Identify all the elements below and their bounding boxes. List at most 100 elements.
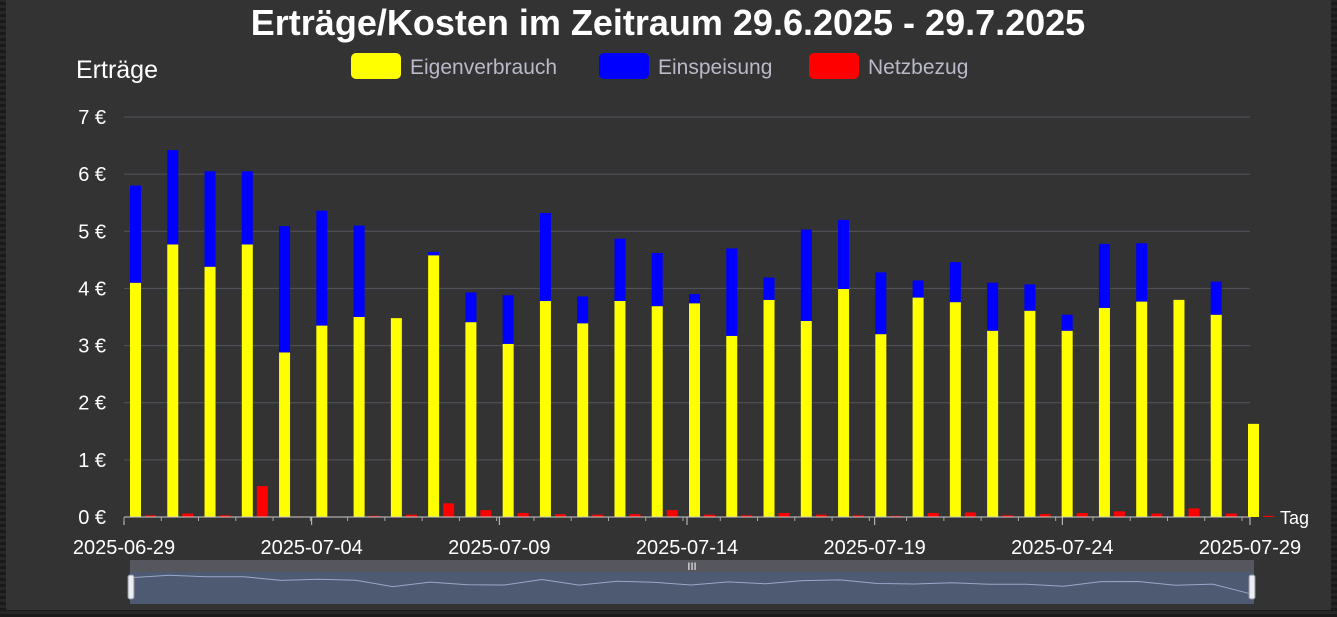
bar-eigenverbrauch bbox=[1136, 301, 1148, 517]
x-tick-label: 2025-07-09 bbox=[448, 537, 550, 559]
navigator-preview-line bbox=[131, 574, 1251, 595]
navigator-left-handle bbox=[127, 574, 135, 600]
bar-eigenverbrauch bbox=[465, 322, 477, 517]
y-tick-label: 7 € bbox=[78, 107, 106, 129]
bar-eigenverbrauch bbox=[689, 303, 700, 517]
bar-eigenverbrauch bbox=[1173, 299, 1185, 517]
bar-netzbezug bbox=[1263, 515, 1274, 517]
bar-eigenverbrauch bbox=[800, 321, 812, 517]
bar-netzbezug bbox=[666, 510, 678, 517]
bar-eigenverbrauch bbox=[1024, 310, 1036, 517]
bar-netzbezug bbox=[853, 515, 865, 517]
bar-netzbezug bbox=[480, 510, 492, 517]
legend-swatch bbox=[809, 53, 859, 79]
bar-einspeisung bbox=[875, 272, 887, 335]
bar-einspeisung bbox=[614, 238, 626, 301]
bar-netzbezug bbox=[145, 515, 156, 517]
legend-label: Netzbezug bbox=[868, 56, 968, 79]
y-tick-label: 5 € bbox=[78, 221, 106, 243]
y-axis-label: Erträge bbox=[76, 56, 158, 84]
legend-label: Einspeisung bbox=[658, 56, 772, 79]
bar-netzbezug bbox=[815, 514, 827, 517]
x-tick-label: 2025-07-24 bbox=[1011, 537, 1113, 559]
bar-einspeisung bbox=[167, 150, 179, 245]
bar-einspeisung bbox=[130, 185, 141, 283]
bar-eigenverbrauch bbox=[279, 352, 291, 517]
bar-eigenverbrauch bbox=[577, 323, 589, 517]
bar-eigenverbrauch bbox=[1210, 314, 1222, 517]
x-tick-label: 2025-07-04 bbox=[261, 537, 363, 559]
bar-einspeisung bbox=[539, 213, 551, 301]
y-tick-label: 2 € bbox=[78, 393, 106, 415]
bar-netzbezug bbox=[256, 486, 268, 517]
bars bbox=[130, 150, 1274, 518]
bar-eigenverbrauch bbox=[204, 266, 216, 517]
bar-einspeisung bbox=[1210, 281, 1222, 315]
bar-einspeisung bbox=[763, 277, 775, 300]
x-tick-label: 2025-06-29 bbox=[73, 537, 175, 559]
y-tick-label: 6 € bbox=[78, 164, 106, 186]
range-navigator[interactable]: III bbox=[127, 560, 1256, 604]
bar-netzbezug bbox=[704, 514, 715, 517]
bar-einspeisung bbox=[1061, 314, 1073, 331]
y-tick-label: 3 € bbox=[78, 336, 106, 358]
bar-netzbezug bbox=[890, 515, 902, 517]
bar-netzbezug bbox=[1225, 513, 1237, 517]
legend-swatch bbox=[351, 53, 401, 79]
bar-netzbezug bbox=[219, 515, 231, 517]
bar-eigenverbrauch bbox=[241, 244, 253, 517]
bar-einspeisung bbox=[577, 296, 589, 324]
navigator-right-handle bbox=[1248, 574, 1256, 600]
bar-einspeisung bbox=[838, 219, 850, 289]
bar-netzbezug bbox=[182, 513, 194, 517]
bar-einspeisung bbox=[1098, 243, 1110, 308]
bar-einspeisung bbox=[353, 225, 365, 317]
bar-einspeisung bbox=[912, 280, 924, 298]
bar-netzbezug bbox=[405, 514, 417, 517]
bar-netzbezug bbox=[1039, 514, 1051, 517]
bar-eigenverbrauch bbox=[875, 334, 887, 517]
bar-netzbezug bbox=[1113, 511, 1125, 517]
bar-netzbezug bbox=[629, 514, 641, 517]
x-tick-label: 2025-07-14 bbox=[636, 537, 738, 559]
bar-eigenverbrauch bbox=[1098, 307, 1110, 517]
legend-item-netzbezug: Netzbezug bbox=[809, 53, 968, 79]
bar-eigenverbrauch bbox=[1061, 330, 1073, 517]
bar-einspeisung bbox=[465, 292, 477, 323]
chart: Erträge/Kosten im Zeitraum 29.6.2025 - 2… bbox=[73, 2, 1309, 604]
bar-einspeisung bbox=[502, 295, 514, 344]
bar-eigenverbrauch bbox=[651, 306, 663, 517]
bar-einspeisung bbox=[279, 226, 291, 353]
bar-einspeisung bbox=[726, 248, 738, 336]
legend-item-einspeisung: Einspeisung bbox=[599, 53, 772, 79]
grid-lines bbox=[124, 116, 1250, 461]
bar-eigenverbrauch bbox=[502, 343, 514, 517]
navigator-track bbox=[130, 560, 1254, 572]
y-axis-ticks: 0 € 1 € 2 € 3 € 4 € 5 € 6 € 7 € bbox=[78, 107, 106, 529]
bar-eigenverbrauch bbox=[726, 335, 738, 517]
x-tick-label: 2025-07-29 bbox=[1199, 537, 1301, 559]
navigator-grip-icon: III bbox=[687, 561, 696, 573]
x-axis: 2025-06-29 2025-07-04 2025-07-09 2025-07-14… bbox=[73, 516, 1301, 559]
bar-eigenverbrauch bbox=[763, 299, 775, 517]
bar-eigenverbrauch bbox=[316, 325, 328, 517]
bar-netzbezug bbox=[964, 512, 976, 517]
chart-panel: Erträge/Kosten im Zeitraum 29.6.2025 - 2… bbox=[6, 0, 1331, 610]
bar-eigenverbrauch bbox=[614, 301, 626, 517]
bar-eigenverbrauch bbox=[428, 255, 440, 518]
bar-netzbezug bbox=[1002, 515, 1014, 517]
bar-eigenverbrauch bbox=[949, 302, 961, 517]
bar-eigenverbrauch bbox=[987, 330, 999, 517]
bar-netzbezug bbox=[1151, 513, 1163, 517]
bar-einspeisung bbox=[651, 253, 663, 307]
bar-einspeisung bbox=[241, 171, 253, 245]
bar-eigenverbrauch bbox=[838, 289, 850, 517]
bar-einspeisung bbox=[1136, 243, 1148, 302]
y-tick-label: 4 € bbox=[78, 278, 106, 300]
bar-netzbezug bbox=[443, 503, 455, 517]
legend-item-eigenverbrauch: Eigenverbrauch bbox=[351, 53, 557, 79]
bar-netzbezug bbox=[1076, 513, 1088, 517]
bar-eigenverbrauch bbox=[539, 301, 551, 517]
bar-netzbezug bbox=[741, 515, 753, 517]
